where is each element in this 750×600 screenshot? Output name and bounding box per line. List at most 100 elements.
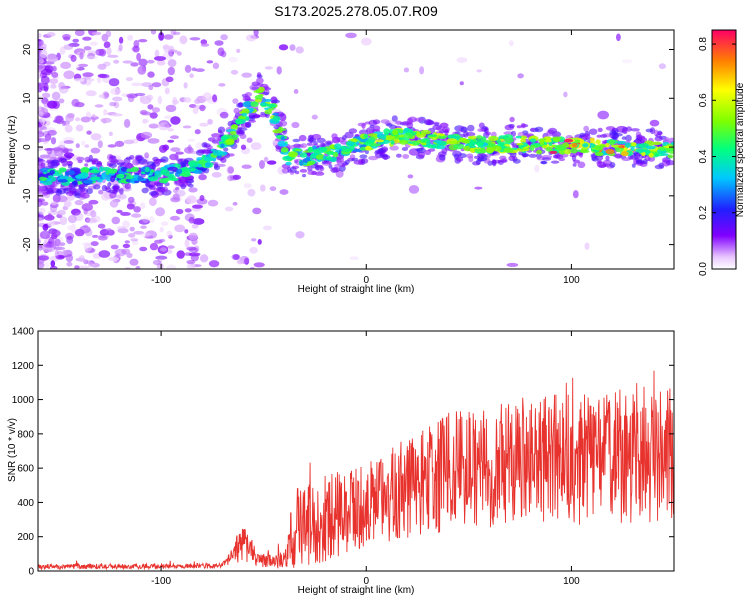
heatmap-blob xyxy=(208,260,220,268)
heatmap-blob xyxy=(403,67,409,73)
heatmap-blob xyxy=(168,234,173,239)
heatmap-blob xyxy=(508,123,515,129)
heatmap-blob xyxy=(113,101,120,109)
heatmap-blob xyxy=(146,59,155,64)
heatmap-blob xyxy=(77,63,89,68)
heatmap-blob xyxy=(389,145,399,151)
heatmap-blob xyxy=(200,43,210,47)
heatmap-blob xyxy=(529,138,537,143)
heatmap-blob xyxy=(645,145,656,150)
heatmap-blob xyxy=(47,55,59,63)
heatmap-blob xyxy=(186,246,197,251)
heatmap-blob xyxy=(80,140,86,146)
heatmap-blob xyxy=(125,77,133,82)
heatmap-blob xyxy=(252,207,262,215)
heatmap-blob xyxy=(231,253,241,261)
heatmap-blob xyxy=(41,92,51,99)
heatmap-blob xyxy=(246,137,253,143)
heatmap-blob xyxy=(179,35,188,45)
heatmap-blob xyxy=(82,179,94,184)
heatmap-blob xyxy=(76,66,85,71)
heatmap-blob xyxy=(357,122,367,127)
heatmap-blob xyxy=(49,78,59,84)
colorbar-tick-label: 0.4 xyxy=(698,149,709,163)
heatmap-blob xyxy=(572,190,579,199)
heatmap-blob xyxy=(533,143,542,147)
heatmap-blob xyxy=(172,100,180,105)
heatmap-blob xyxy=(572,163,577,167)
heatmap-blob xyxy=(278,126,283,132)
heatmap-blob xyxy=(58,167,67,173)
heatmap-blob xyxy=(55,188,63,196)
heatmap-blob xyxy=(187,138,196,142)
heatmap-blob xyxy=(199,104,206,112)
heatmap-blob xyxy=(38,198,43,208)
heatmap-blob xyxy=(97,179,103,183)
heatmap-blob xyxy=(240,144,247,150)
heatmap-blob xyxy=(75,174,82,179)
heatmap-blob xyxy=(114,140,125,147)
heatmap-blob xyxy=(67,148,73,152)
heatmap-blob xyxy=(156,262,164,269)
heatmap-blob xyxy=(276,66,282,75)
heatmap-blob xyxy=(540,160,548,165)
heatmap-blob xyxy=(44,261,50,268)
heatmap-blob xyxy=(78,265,90,269)
heatmap-blob xyxy=(38,216,43,225)
heatmap-blob xyxy=(86,130,92,135)
heatmap-blob xyxy=(114,248,127,257)
heatmap-blob xyxy=(119,188,124,195)
heatmap-blob xyxy=(139,95,145,103)
heatmap-blob xyxy=(165,76,174,83)
heatmap-blob xyxy=(127,196,135,204)
heatmap-blob xyxy=(295,231,305,239)
heatmap-blob xyxy=(399,139,408,145)
heatmap-blob xyxy=(426,141,431,147)
heatmap-blob xyxy=(128,233,136,238)
heatmap-blob xyxy=(184,208,192,213)
heatmap-blob xyxy=(190,253,199,262)
heatmap-blob xyxy=(67,225,72,231)
heatmap-blob xyxy=(94,104,104,108)
heatmap-blob xyxy=(174,224,186,233)
heatmap-blob xyxy=(116,209,123,214)
heatmap-blob xyxy=(263,156,269,163)
heatmap-blob xyxy=(456,57,468,63)
heatmap-blob xyxy=(233,107,240,114)
heatmap-blob xyxy=(408,129,414,134)
heatmap-blob xyxy=(597,110,609,120)
heatmap-blob xyxy=(260,111,265,116)
heatmap-blob xyxy=(232,174,241,180)
heatmap-blob xyxy=(654,136,663,142)
heatmap-blob xyxy=(276,111,285,117)
heatmap-blob xyxy=(635,158,643,162)
heatmap-blob xyxy=(237,130,245,135)
heatmap-blob xyxy=(347,140,355,147)
snr-ytick-label: 800 xyxy=(17,429,34,440)
heatmap-blob xyxy=(49,170,55,175)
figure-title: S173.2025.278.05.07.R09 xyxy=(274,3,438,19)
heatmap-blob xyxy=(528,153,537,158)
heatmap-blob xyxy=(521,153,530,157)
heatmap-blob xyxy=(622,59,633,64)
heatmap-blob xyxy=(539,139,545,146)
heatmap-blob xyxy=(649,127,656,135)
heatmap-blob xyxy=(131,82,143,87)
heatmap-blob xyxy=(294,148,303,152)
heatmap-blob xyxy=(137,175,142,182)
heatmap-blob xyxy=(40,75,50,85)
heatmap-blob xyxy=(636,153,641,159)
heatmap-blob xyxy=(73,212,84,221)
snr-ytick-label: 600 xyxy=(17,464,34,475)
heatmap-blob xyxy=(99,48,107,57)
heatmap-blob xyxy=(149,112,158,119)
heatmap-blob xyxy=(271,99,280,104)
snr-ytick-label: 200 xyxy=(17,532,34,543)
heatmap-blob xyxy=(348,128,358,134)
heatmap-blob xyxy=(43,120,51,126)
heatmap-blob xyxy=(39,126,48,131)
heatmap-blob xyxy=(183,82,188,89)
heatmap-blob xyxy=(136,52,142,62)
heatmap-blob xyxy=(368,133,379,137)
heatmap-blob xyxy=(625,134,632,142)
